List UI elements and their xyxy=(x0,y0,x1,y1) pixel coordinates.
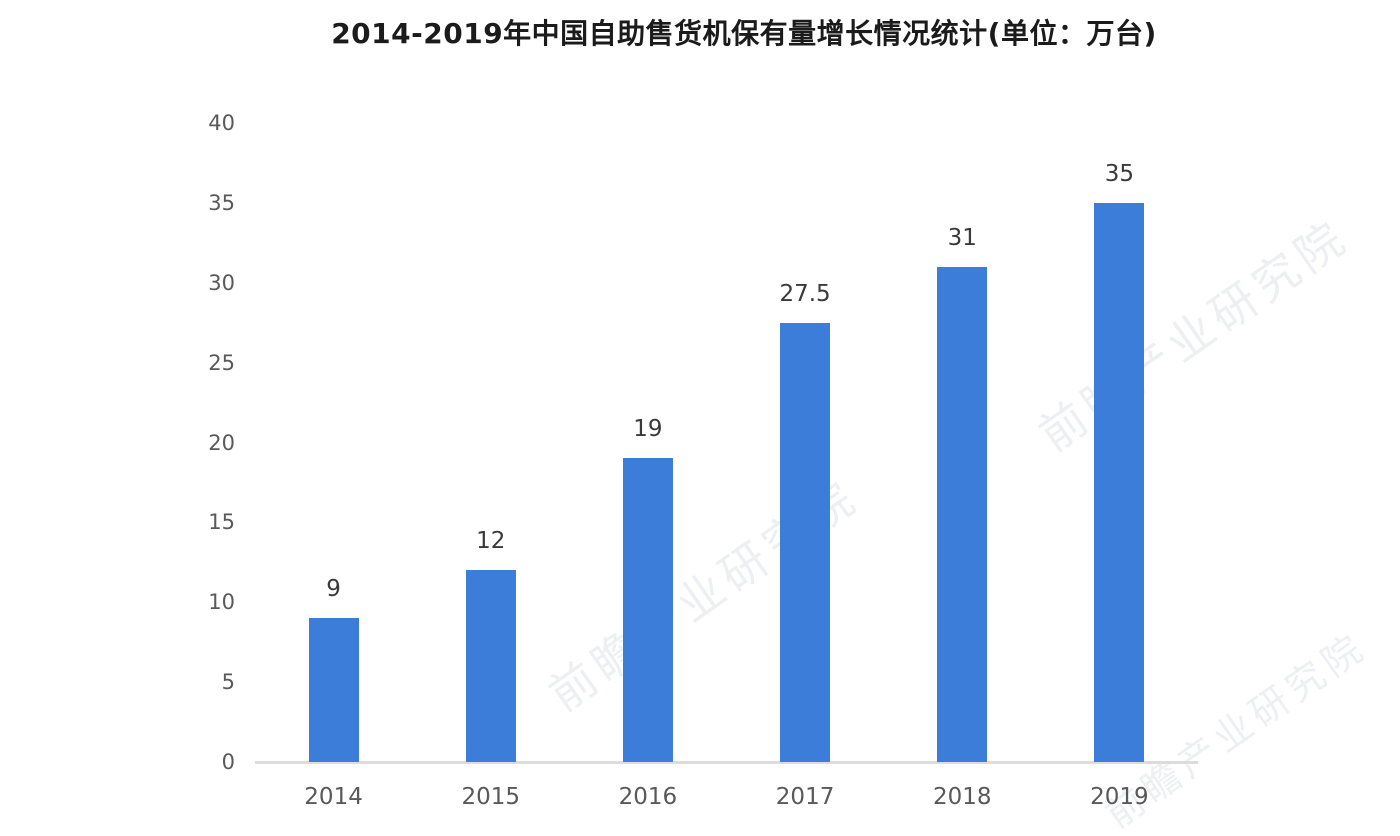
bar-value-label: 9 xyxy=(326,576,341,603)
x-axis-tick-label: 2014 xyxy=(304,784,363,810)
y-axis-tick-label: 40 xyxy=(208,111,235,135)
x-axis-tick-label: 2018 xyxy=(932,784,992,810)
x-axis-tick-label: 2017 xyxy=(775,784,835,810)
y-axis-tick-label: 35 xyxy=(208,190,235,215)
y-axis-tick-label: 20 xyxy=(208,430,235,455)
x-axis-tick-label: 2016 xyxy=(618,784,678,810)
bar-2017 xyxy=(780,322,831,762)
y-axis-tick-label: 0 xyxy=(221,750,235,774)
y-axis-tick-label: 30 xyxy=(208,270,235,295)
x-axis-tick-label: 2015 xyxy=(461,784,521,810)
bar-2019 xyxy=(1094,202,1145,762)
watermark-text: 前瞻产业研究院 xyxy=(1029,208,1359,462)
bar-2016 xyxy=(622,458,673,762)
y-axis-tick-label: 15 xyxy=(208,510,235,535)
bar-2014 xyxy=(308,618,359,762)
y-axis-tick-label: 10 xyxy=(208,590,235,615)
bar-value-label: 19 xyxy=(633,416,663,443)
bar-2015 xyxy=(465,570,516,762)
y-axis-tick-label: 5 xyxy=(221,670,235,695)
x-axis-tick-label: 2019 xyxy=(1090,784,1149,810)
bar-value-label: 35 xyxy=(1104,160,1135,187)
bar-value-label: 27.5 xyxy=(779,280,831,307)
bar-value-label: 31 xyxy=(947,224,977,251)
chart-title: 2014-2019年中国自助售货机保有量增长情况统计(单位：万台) xyxy=(331,17,1157,50)
y-axis-tick-label: 25 xyxy=(208,350,235,375)
x-axis-line xyxy=(255,761,1198,764)
bar-value-label: 12 xyxy=(476,528,506,555)
bar-2018 xyxy=(937,266,988,762)
